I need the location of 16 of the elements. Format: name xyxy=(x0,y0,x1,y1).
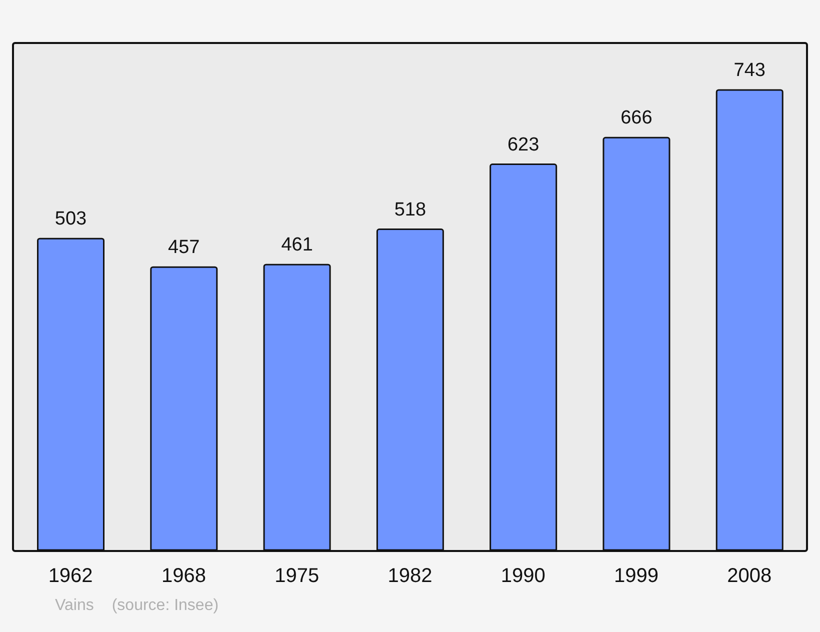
x-tick-label: 1975 xyxy=(274,565,320,588)
data-label: 518 xyxy=(394,199,426,220)
data-label: 623 xyxy=(507,134,540,156)
data-label: 503 xyxy=(54,208,87,230)
text: Vains xyxy=(55,597,94,614)
x-tick-label: 1982 xyxy=(388,565,432,588)
text: (source: Insee) xyxy=(112,597,219,614)
data-label: 461 xyxy=(281,234,313,256)
data-label: 457 xyxy=(168,237,200,258)
x-tick-label: 1990 xyxy=(500,565,546,588)
x-tick-label: 1999 xyxy=(614,565,659,588)
data-label: 743 xyxy=(734,60,766,81)
x-tick-label: 2008 xyxy=(727,565,772,588)
x-tick-label: 1962 xyxy=(48,565,93,588)
x-tick-label: 1968 xyxy=(161,565,206,588)
data-label: 666 xyxy=(620,108,652,129)
